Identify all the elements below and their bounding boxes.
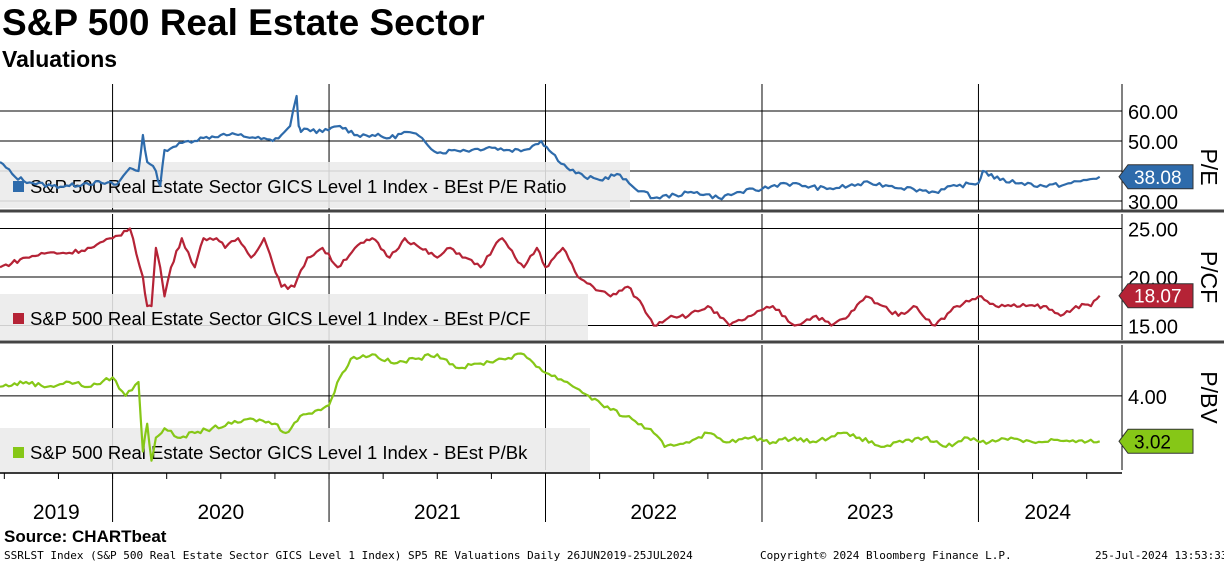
source-label: Source: CHARTbeat (4, 527, 167, 546)
series-line-pe (0, 94, 1101, 201)
last-value-tag-pe (1118, 164, 1194, 190)
y-tick-label-pe: 60.00 (1128, 102, 1178, 124)
timestamp-text: 25-Jul-2024 13:53:33 (1095, 549, 1224, 562)
index-description: SSRLST Index (S&P 500 Real Estate Sector… (4, 549, 693, 562)
y-tick-label-pcf: 15.00 (1128, 316, 1178, 338)
legend-swatch-pcf (13, 313, 24, 324)
legend-label-pbk: S&P 500 Real Estate Sector GICS Level 1 … (30, 442, 528, 463)
series-line-pcf (0, 227, 1101, 327)
x-tick-label: 2024 (1024, 501, 1071, 524)
x-tick-label: 2022 (630, 501, 677, 524)
y-tick-label-pe: 50.00 (1128, 132, 1178, 154)
y-tick-label-pe: 30.00 (1128, 192, 1178, 214)
series-line-pbk (0, 352, 1101, 462)
legend-box-pcf (0, 294, 588, 340)
last-value-tag-pbk (1118, 428, 1194, 454)
legend-label-pcf: S&P 500 Real Estate Sector GICS Level 1 … (30, 308, 530, 329)
page-subtitle: Valuations (2, 46, 118, 72)
axis-title-pe: P/E (1196, 148, 1222, 185)
legend-box-pbk (0, 428, 590, 474)
x-tick-label: 2020 (197, 501, 244, 524)
panel-separator (0, 209, 1224, 213)
legend-swatch-pe (13, 181, 24, 192)
y-tick-label-pbk: 4.00 (1128, 387, 1167, 409)
x-tick-label: 2019 (33, 501, 80, 524)
panel-separator (0, 340, 1224, 344)
axis-title-pbk: P/BV (1196, 371, 1222, 424)
last-value-pbk: 3.02 (1134, 432, 1171, 453)
page-title: S&P 500 Real Estate Sector (2, 2, 485, 43)
legend-box-pe (0, 162, 630, 208)
last-value-tag-pcf (1118, 283, 1194, 309)
x-tick-label: 2023 (847, 501, 894, 524)
legend-swatch-pbk (13, 447, 24, 458)
axis-title-pcf: P/CF (1196, 251, 1222, 303)
legend-label-pe: S&P 500 Real Estate Sector GICS Level 1 … (30, 176, 566, 197)
copyright-text: Copyright© 2024 Bloomberg Finance L.P. (760, 549, 1012, 562)
last-value-pcf: 18.07 (1134, 287, 1182, 308)
last-value-pe: 38.08 (1134, 168, 1182, 189)
y-tick-label-pcf: 25.00 (1128, 220, 1178, 242)
x-tick-label: 2021 (414, 501, 461, 524)
